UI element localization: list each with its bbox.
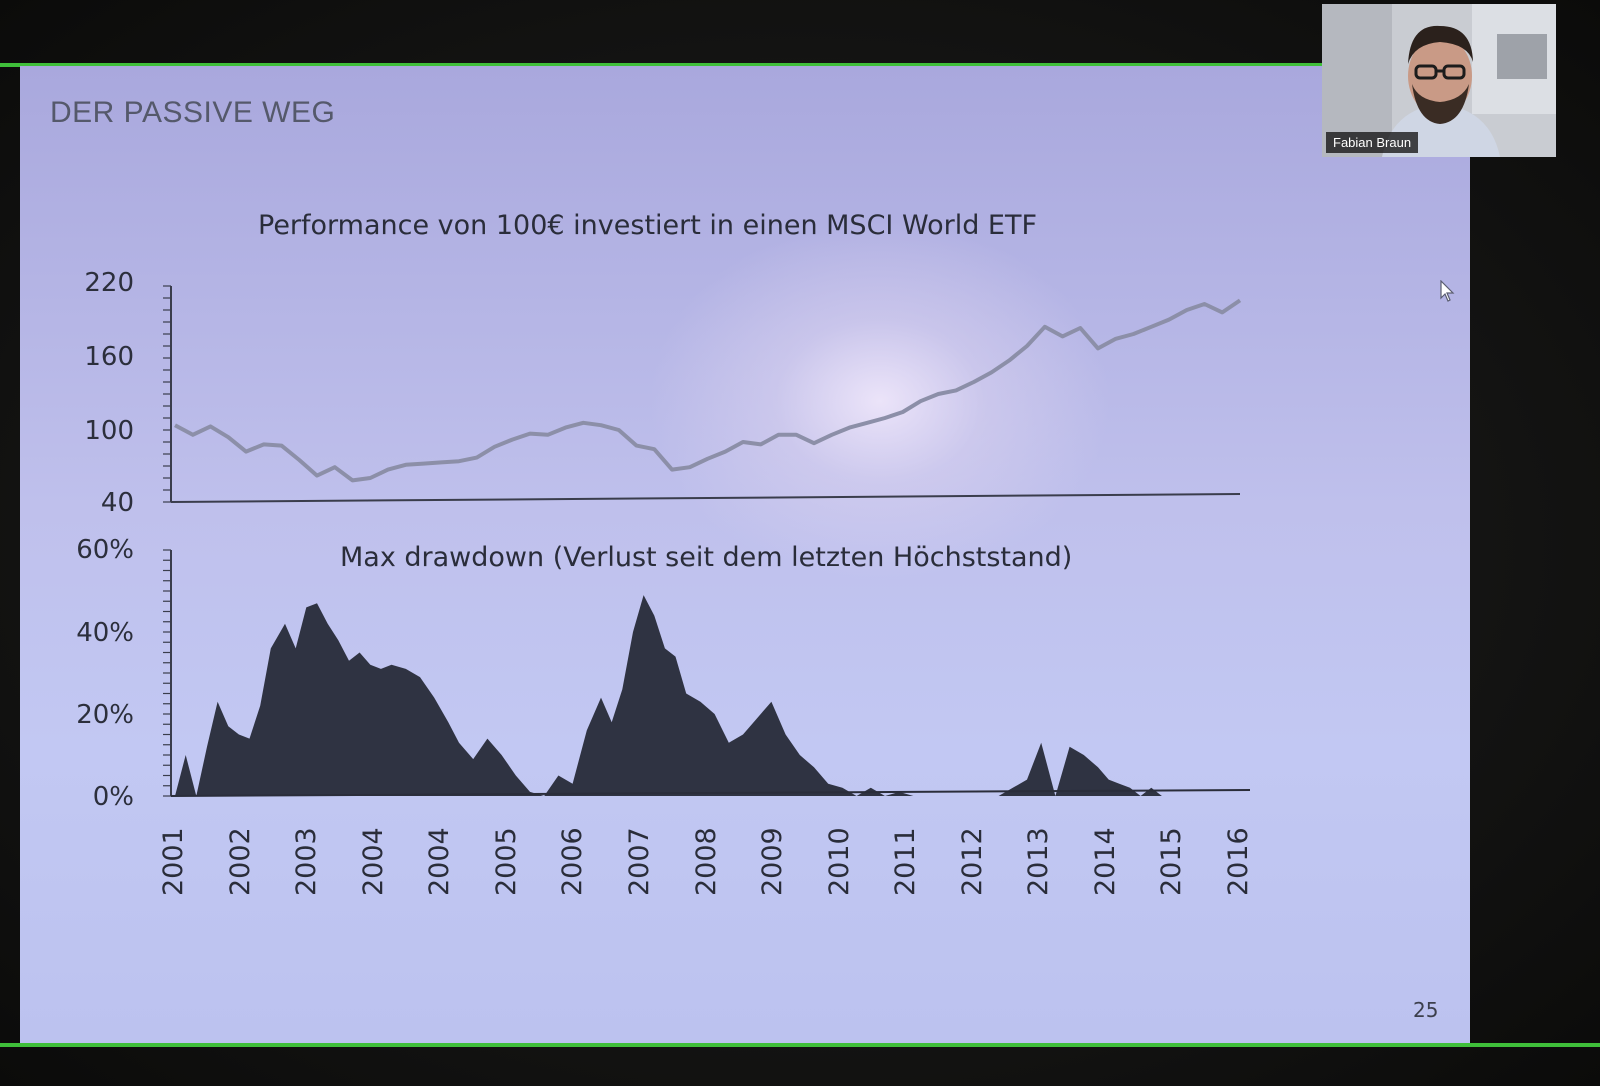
slide-title: DER PASSIVE WEG bbox=[50, 96, 336, 129]
x-tick-label: 2016 bbox=[1223, 827, 1254, 896]
dd-ytick-label: 0% bbox=[92, 782, 134, 812]
perf-ytick-label: 220 bbox=[84, 268, 134, 298]
x-tick-label: 2013 bbox=[1023, 827, 1055, 896]
drawdown-series-area bbox=[175, 595, 1240, 796]
participant-video-tile[interactable]: Fabian Braun bbox=[1322, 4, 1556, 157]
perf-ytick-label: 40 bbox=[100, 488, 134, 518]
dd-x-axis bbox=[170, 789, 1251, 797]
x-tick-label: 2010 bbox=[823, 827, 855, 896]
performance-series-line bbox=[174, 298, 1242, 483]
participant-name-tag: Fabian Braun bbox=[1326, 132, 1419, 153]
page-number: 25 bbox=[1413, 998, 1439, 1022]
x-tick-label: 2007 bbox=[623, 827, 655, 896]
green-border-bottom bbox=[0, 1043, 1600, 1047]
x-tick-label: 2004 bbox=[424, 827, 456, 896]
x-tick-label: 2008 bbox=[690, 827, 722, 896]
x-tick-label: 2005 bbox=[490, 827, 522, 896]
x-tick-label: 2002 bbox=[224, 827, 256, 896]
green-border-top bbox=[0, 63, 1330, 67]
x-tick-label: 2014 bbox=[1089, 827, 1121, 896]
perf-ytick-label: 100 bbox=[84, 416, 134, 446]
x-tick-label: 2012 bbox=[956, 827, 988, 896]
perf-ytick-label: 160 bbox=[84, 342, 134, 372]
drawdown-chart-title: Max drawdown (Verlust seit dem letzten H… bbox=[340, 542, 1073, 573]
x-tick-label: 2001 bbox=[158, 827, 189, 896]
x-tick-label: 2003 bbox=[291, 827, 323, 896]
charts-svg bbox=[163, 285, 1251, 797]
x-tick-label: 2011 bbox=[890, 827, 922, 896]
perf-x-axis bbox=[170, 493, 1241, 503]
x-tick-label: 2009 bbox=[757, 827, 789, 896]
mouse-pointer-icon bbox=[1440, 280, 1455, 302]
participant-video-frame bbox=[1322, 4, 1556, 157]
presentation-slide: DER PASSIVE WEG Performance von 100€ inv… bbox=[20, 66, 1470, 1044]
dd-ytick-label: 40% bbox=[76, 618, 134, 648]
x-tick-label: 2004 bbox=[357, 827, 389, 896]
x-tick-label: 2006 bbox=[557, 827, 589, 896]
dd-ytick-label: 20% bbox=[76, 700, 134, 730]
x-tick-label: 2015 bbox=[1156, 827, 1188, 896]
dd-ytick-label: 60% bbox=[76, 535, 134, 565]
performance-chart-title: Performance von 100€ investiert in einen… bbox=[258, 210, 1038, 241]
